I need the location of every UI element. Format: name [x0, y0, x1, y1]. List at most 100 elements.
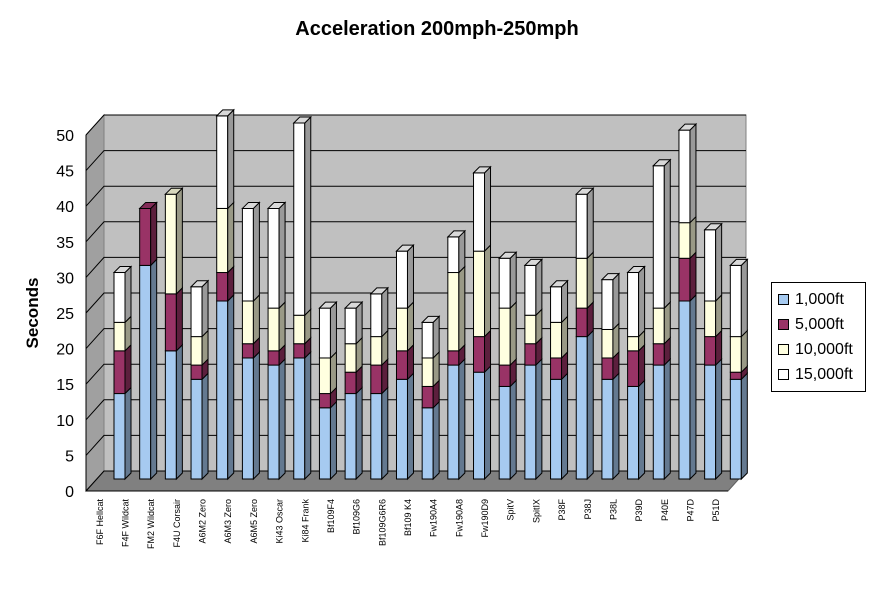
bar-side — [715, 357, 723, 481]
y-tick-label: 25 — [56, 306, 74, 323]
bar-segment — [370, 336, 383, 366]
bar-side — [304, 115, 312, 317]
bar-segment — [447, 350, 460, 366]
bar-segment — [318, 307, 331, 359]
bar-segment — [241, 300, 254, 345]
bar-segment — [421, 357, 434, 387]
x-tick-label: Bf109 K4 — [403, 499, 413, 536]
bar-segment — [267, 364, 280, 480]
legend-label: 15,000ft — [795, 365, 853, 383]
gridline — [85, 150, 746, 171]
bar-segment — [216, 272, 229, 302]
bar-segment — [113, 272, 126, 323]
x-tick-label: P40E — [660, 499, 670, 521]
bar-segment — [652, 165, 665, 309]
bar-side — [406, 300, 414, 353]
bar-top — [318, 301, 338, 309]
bar-side — [124, 343, 132, 395]
bar-top — [575, 187, 595, 195]
bar-segment — [139, 207, 152, 266]
chart-title: Acceleration 200mph-250mph — [295, 18, 579, 40]
bar-segment — [190, 364, 203, 380]
y-tick-label: 10 — [56, 413, 74, 430]
x-tick-label: FM2 Wildcat — [146, 499, 156, 550]
bar-side — [586, 251, 594, 310]
bar-segment — [498, 385, 511, 480]
x-tick-label: A6M3 Zero — [223, 499, 233, 544]
bar-segment — [729, 264, 742, 338]
bar-top — [549, 280, 569, 288]
bar-segment — [370, 393, 383, 480]
bar-top — [395, 244, 415, 252]
bar-segment — [601, 328, 614, 359]
bar-segment — [267, 207, 280, 309]
bar-top — [523, 258, 544, 266]
x-tick-label: A6M5 Zero — [249, 499, 259, 544]
bar-segment — [241, 343, 254, 359]
bar-side — [586, 186, 594, 260]
bar-segment — [473, 336, 486, 373]
y-tick-label: 0 — [65, 484, 74, 501]
bar-segment — [678, 300, 691, 480]
bar-side — [458, 229, 466, 274]
bar-side — [484, 329, 492, 374]
bar-segment — [164, 193, 177, 295]
bar-segment — [473, 172, 486, 252]
bar-side — [715, 293, 723, 338]
bar-side — [124, 386, 132, 481]
bar-top — [472, 166, 492, 174]
bar-segment — [729, 336, 742, 373]
bar-segment — [473, 250, 486, 338]
bar-segment — [704, 364, 717, 480]
x-tick-label: Ki43 Oscar — [275, 499, 285, 544]
x-tick-label: SpitV — [506, 499, 516, 521]
bar-top — [600, 273, 621, 281]
bar-segment — [370, 364, 383, 395]
bar-side — [638, 343, 646, 388]
bar-side — [432, 400, 440, 481]
bar-top — [652, 159, 672, 167]
bar-segment — [395, 250, 408, 309]
bar-segment — [344, 371, 357, 395]
bar-side — [278, 357, 286, 481]
bar-segment — [318, 407, 331, 480]
x-tick-label: Fw190D9 — [480, 499, 490, 538]
x-tick-label: Bf109F4 — [326, 499, 336, 533]
bar-segment — [113, 350, 126, 395]
bar-top — [497, 251, 518, 259]
legend-swatch — [778, 294, 789, 305]
bar-side — [278, 300, 286, 353]
bar-side — [432, 315, 440, 360]
bar-segment — [575, 257, 588, 309]
bar-segment — [421, 407, 434, 480]
bar-segment — [113, 393, 126, 480]
bar-top — [420, 315, 441, 323]
bar-segment — [395, 378, 408, 480]
bar-segment — [601, 378, 614, 480]
bar-segment — [164, 293, 177, 352]
x-tick-label: P51D — [711, 499, 721, 522]
bar-side — [740, 258, 748, 338]
bar-segment — [524, 364, 537, 480]
bar-segment — [627, 272, 640, 338]
bar-side — [638, 379, 646, 481]
y-tick-label: 20 — [56, 342, 74, 359]
bar-side — [175, 186, 183, 296]
bar-side — [509, 300, 517, 367]
bar-side — [638, 265, 646, 338]
bar-segment — [473, 371, 486, 480]
bar-side — [406, 243, 414, 310]
bar-side — [663, 357, 671, 481]
bar-segment — [241, 207, 254, 302]
bar-segment — [498, 307, 511, 366]
x-tick-label: F4F Wildcat — [121, 499, 131, 548]
legend-item: 1,000ft — [778, 287, 865, 312]
legend-swatch — [778, 369, 789, 380]
bar-segment — [395, 350, 408, 380]
bar-segment — [216, 115, 229, 209]
x-tick-label: F6F Hellcat — [95, 499, 105, 546]
bar-side — [535, 357, 543, 481]
bar-segment — [678, 257, 691, 302]
bar-top — [626, 266, 646, 274]
gridline — [85, 185, 746, 207]
